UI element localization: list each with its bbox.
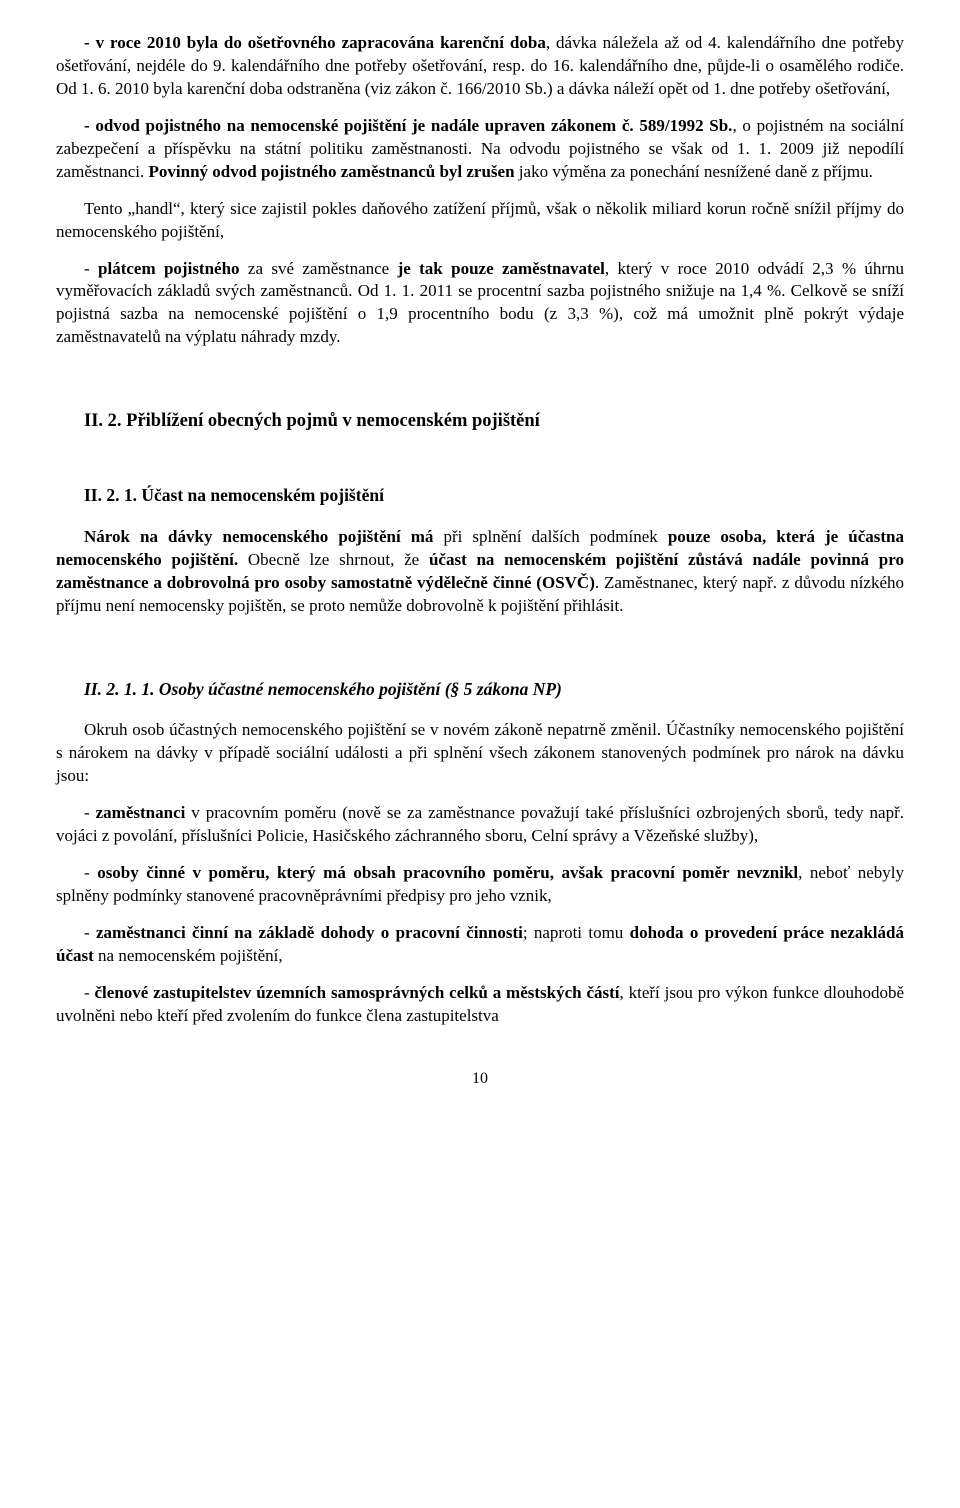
- p10-s1: -: [84, 983, 95, 1002]
- paragraph-10: - členové zastupitelstev územních samosp…: [56, 982, 904, 1028]
- p9-s3: ; naproti tomu: [523, 923, 630, 942]
- p2-bold1: - odvod pojistného na nemocenské pojiště…: [84, 116, 732, 135]
- p4-s1: -: [84, 259, 98, 278]
- paragraph-1: - v roce 2010 byla do ošetřovného zaprac…: [56, 32, 904, 101]
- p7-s1: -: [84, 803, 96, 822]
- paragraph-4: - plátcem pojistného za své zaměstnance …: [56, 258, 904, 350]
- paragraph-8: - osoby činné v poměru, který má obsah p…: [56, 862, 904, 908]
- page-number: 10: [56, 1068, 904, 1090]
- p10-b: členové zastupitelstev územních samosprá…: [95, 983, 620, 1002]
- p4-b1: plátcem pojistného: [98, 259, 240, 278]
- paragraph-9: - zaměstnanci činní na základě dohody o …: [56, 922, 904, 968]
- paragraph-3: Tento „handl“, který sice zajistil pokle…: [56, 198, 904, 244]
- p9-s1: -: [84, 923, 96, 942]
- p2-s4: jako výměna za ponechání nesnížené daně …: [515, 162, 873, 181]
- p9-b1: zaměstnanci činní na základě dohody o pr…: [96, 923, 523, 942]
- p5-s2: při splnění dalších podmínek: [443, 527, 667, 546]
- paragraph-5: Nárok na dávky nemocenského pojištění má…: [56, 526, 904, 618]
- paragraph-2: - odvod pojistného na nemocenské pojiště…: [56, 115, 904, 184]
- p5-s4: Obecně lze shrnout, že: [238, 550, 429, 569]
- p8-s1: -: [84, 863, 97, 882]
- p9-s5: na nemocenském pojištění,: [94, 946, 283, 965]
- heading-ii-2-1: II. 2. 1. Účast na nemocenském pojištění: [56, 484, 904, 508]
- p1-bold: - v roce 2010 byla do ošetřovného zaprac…: [84, 33, 546, 52]
- heading-ii-2: II. 2. Přiblížení obecných pojmů v nemoc…: [56, 409, 904, 434]
- paragraph-6: Okruh osob účastných nemocenského pojišt…: [56, 719, 904, 788]
- paragraph-7: - zaměstnanci v pracovním poměru (nově s…: [56, 802, 904, 848]
- p7-b: zaměstnanci: [96, 803, 186, 822]
- p5-b1: Nárok na dávky nemocenského pojištění má: [84, 527, 443, 546]
- p4-s3: za své zaměstnance: [240, 259, 398, 278]
- p2-bold2: Povinný odvod pojistného zaměstnanců byl…: [149, 162, 515, 181]
- p8-b: osoby činné v poměru, který má obsah pra…: [97, 863, 798, 882]
- heading-ii-2-1-1: II. 2. 1. 1. Osoby účastné nemocenského …: [56, 678, 904, 702]
- p4-b2: je tak pouze zaměstnavatel: [398, 259, 605, 278]
